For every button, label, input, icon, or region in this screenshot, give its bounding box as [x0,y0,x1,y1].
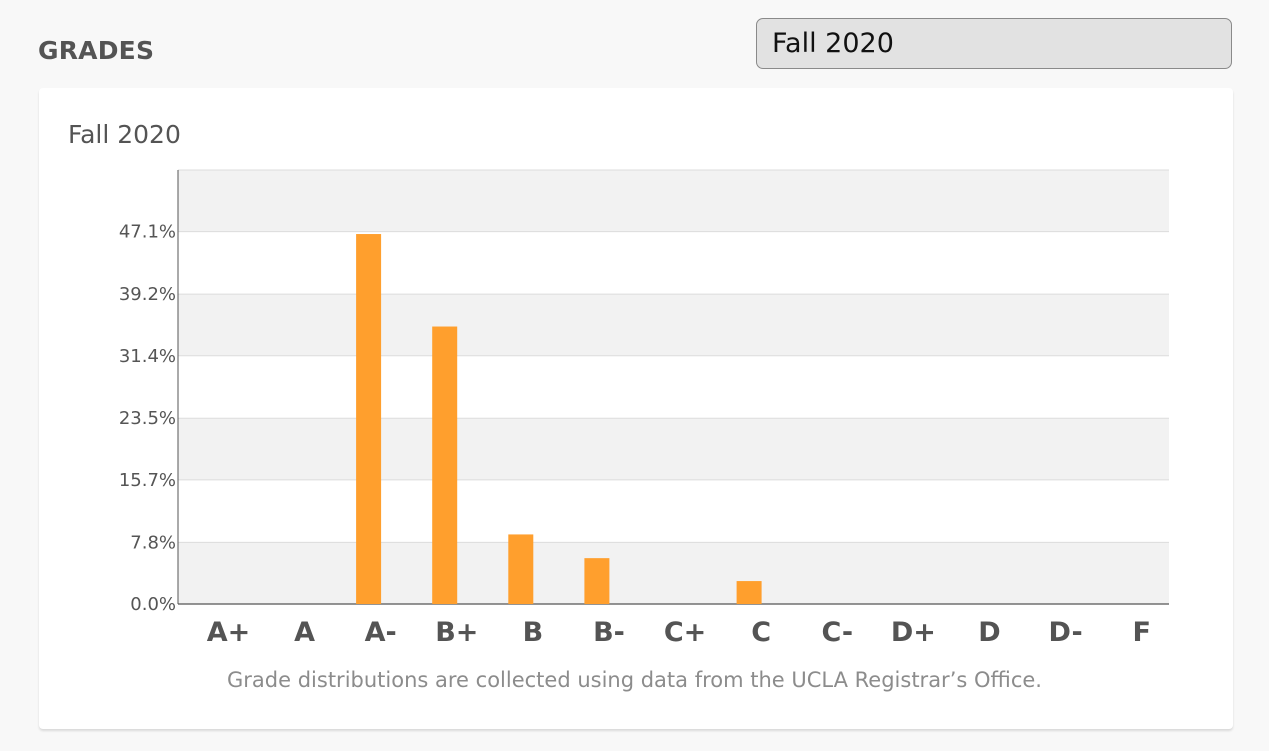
x-tick-label: B- [593,617,625,648]
grade-distribution-chart: 0.0% 7.8% 15.7% 23.5% 31.4% 39.2% 47.1% A+ A A- B+… [119,169,1169,648]
grid-band [178,542,1169,604]
y-tick-label: 7.8% [130,532,176,553]
y-tick-label: 31.4% [119,346,176,367]
grid-band [178,170,1169,232]
grid-band [178,294,1169,356]
chart-title: Fall 2020 [68,120,181,149]
x-tick-label: D+ [891,617,936,648]
bar-A [356,234,382,605]
x-tick-label: F [1132,617,1150,648]
x-tick-label: C [751,617,771,648]
grid-band [178,418,1169,480]
bar-B+ [508,534,534,604]
y-tick-label: 23.5% [119,408,176,429]
term-select[interactable]: Fall 2020 [756,18,1232,69]
x-tick-label: D- [1049,617,1083,648]
x-tick-label: B [523,617,544,648]
bar-C+ [736,581,762,604]
x-tick-label: A [294,617,315,648]
x-tick-label: A+ [207,617,251,648]
bar-B [584,558,610,604]
x-tick-label: B+ [435,617,478,648]
bar-A- [432,326,458,604]
section-title: GRADES [38,36,155,65]
y-tick-label: 47.1% [119,222,176,243]
y-tick-label: 39.2% [119,284,176,305]
registrar-footnote: Grade distributions are collected using … [227,668,1042,692]
x-tick-label: C+ [664,617,706,648]
y-tick-label: 0.0% [130,594,176,615]
x-tick-label: A- [365,617,397,648]
x-tick-label: C- [821,617,853,648]
y-tick-label: 15.7% [119,470,176,491]
grades-card: Fall 2020 0.0% 7.8% 15.7% 23.5% 31.4% 39.2% 47… [39,88,1233,729]
x-tick-label: D [978,617,1000,648]
